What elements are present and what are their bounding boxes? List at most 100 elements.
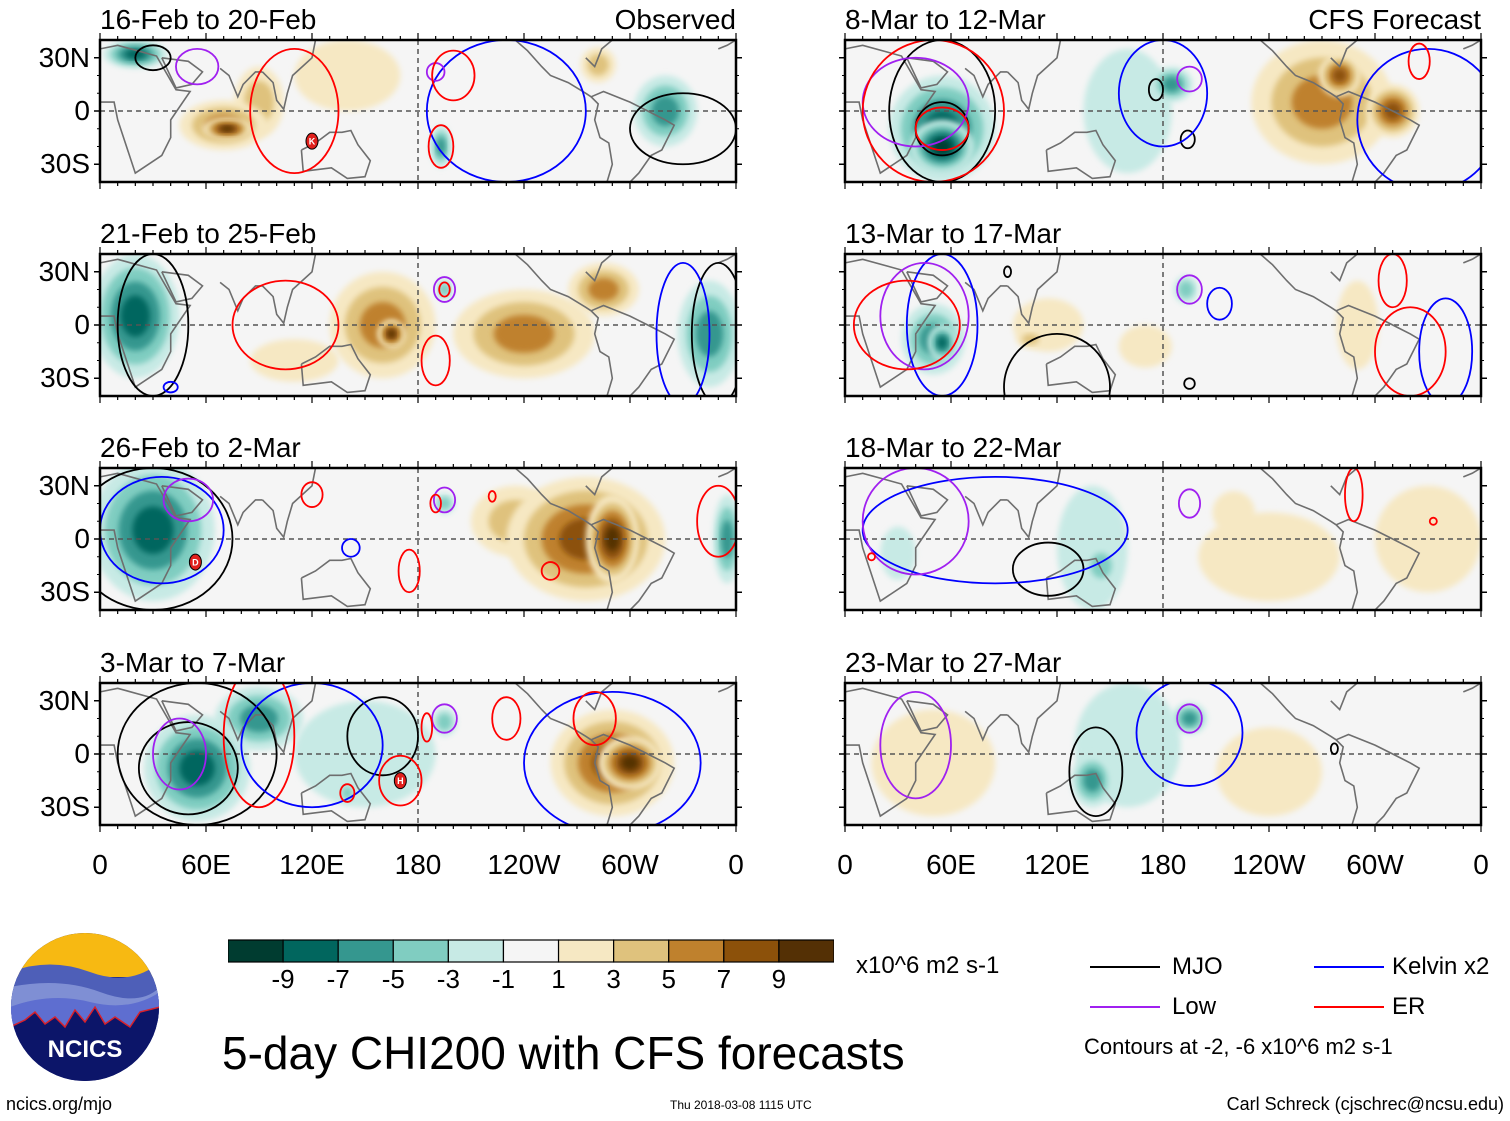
tropical-cyclone-icon: H [393, 772, 407, 790]
contour-er [420, 334, 451, 387]
coastline [300, 343, 372, 394]
lat-tick-label: 0 [74, 738, 90, 769]
contour-low [1177, 488, 1201, 519]
anomaly-shading [1216, 727, 1322, 817]
ncics-logo: NCICS [11, 933, 159, 1081]
colorbar-bin [778, 939, 835, 963]
colorbar-tick-label: 9 [771, 964, 787, 994]
coastline [590, 733, 676, 825]
anomaly-shading [1198, 512, 1340, 602]
main-title: 5-day CHI200 with CFS forecasts [222, 1027, 905, 1079]
contour-mjo [116, 254, 190, 396]
storm-marker [393, 772, 407, 790]
anomaly-shading [871, 709, 996, 817]
contour-er [429, 493, 442, 514]
coastline [161, 700, 204, 732]
contour-low [861, 468, 970, 576]
coastline [300, 129, 372, 180]
coastline [514, 254, 614, 396]
coastline [100, 44, 192, 175]
contour-mjo [116, 683, 278, 825]
coastline [219, 281, 263, 313]
contour-kelvin [1135, 683, 1244, 787]
coastline [1045, 772, 1117, 823]
contour-er [914, 106, 970, 151]
contour-mjo [888, 40, 997, 182]
site-link[interactable]: ncics.org/mjo [6, 1094, 113, 1114]
coastline [585, 40, 613, 69]
contour-mjo [1329, 742, 1339, 755]
contour-er [852, 279, 961, 371]
lon-tick-label: 60E [181, 849, 231, 880]
contour-low [879, 690, 952, 800]
colorbar-tick-label: -3 [436, 964, 460, 994]
legend-line-low [1090, 1006, 1160, 1008]
coastline [590, 518, 676, 610]
contour-mjo [1003, 332, 1111, 396]
legend-label-low: Low [1172, 993, 1217, 1020]
colorbar [227, 939, 835, 968]
coastline [219, 495, 263, 527]
anomaly-shading [1336, 280, 1379, 370]
anomaly-shading [587, 54, 609, 76]
anomaly-shading [651, 95, 679, 127]
lat-tick-label: 0 [74, 309, 90, 340]
contour-kelvin [425, 40, 587, 182]
lat-tick-label: 0 [74, 523, 90, 554]
contour-er [1374, 306, 1447, 396]
contour-er [378, 754, 423, 807]
coastline [1463, 468, 1481, 478]
contour-kelvin [341, 538, 361, 558]
colorbar-tick-label: -9 [271, 964, 295, 994]
storm-label: D [192, 558, 199, 568]
panel-title: 26-Feb to 2-Mar [100, 432, 301, 463]
map-panel-p5 [839, 33, 1487, 189]
coastline [1463, 254, 1481, 264]
contour-low [1176, 703, 1203, 734]
contour-mjo [690, 261, 736, 396]
contour-mjo [1068, 726, 1124, 818]
panel-title: 13-Mar to 17-Mar [845, 218, 1062, 249]
panel-title: 23-Mar to 27-Mar [845, 647, 1062, 678]
contour-kelvin [523, 690, 702, 825]
coastline [300, 557, 372, 608]
colorbar-tick-label: 1 [551, 964, 566, 994]
contour-kelvin [1418, 297, 1474, 396]
contour-er [420, 712, 434, 743]
contour-er [861, 40, 1005, 182]
contour-er [540, 561, 561, 581]
contour-er [1428, 516, 1438, 526]
anomaly-shading [387, 330, 396, 338]
panel-tag: Observed [614, 4, 736, 35]
panel-title: 16-Feb to 20-Feb [100, 4, 317, 35]
map-panel-p6 [839, 247, 1487, 403]
coastline [100, 472, 192, 603]
coastline [1335, 733, 1421, 825]
storm-label: K [309, 137, 316, 147]
lat-tick-label: 30S [40, 791, 90, 823]
coastline [845, 687, 937, 818]
colorbar-bin [502, 939, 560, 963]
coastline [1006, 468, 1062, 540]
contour-mjo [1179, 129, 1196, 150]
contour-mjo [137, 721, 239, 816]
colorbar-tick-label: 7 [716, 964, 732, 994]
logo-text: NCICS [48, 1036, 123, 1063]
coastline [1259, 254, 1359, 396]
coastline [261, 40, 317, 112]
contour-er [300, 481, 324, 508]
map-panel-p2 [94, 247, 742, 403]
coastline [161, 57, 204, 89]
lat-tick-label: 0 [74, 95, 90, 126]
anomaly-shading [294, 40, 401, 111]
anomaly-shading [439, 283, 450, 296]
coastline [261, 254, 317, 326]
panel-title: 3-Mar to 7-Mar [100, 647, 286, 678]
anomaly-shading [621, 755, 639, 771]
lat-tick-label: 30S [40, 148, 90, 180]
legend-line-er [1314, 1006, 1384, 1008]
anomaly-shading [132, 506, 174, 554]
coastline [585, 468, 613, 497]
anomaly-shading [937, 336, 947, 349]
coastline [1259, 468, 1359, 610]
